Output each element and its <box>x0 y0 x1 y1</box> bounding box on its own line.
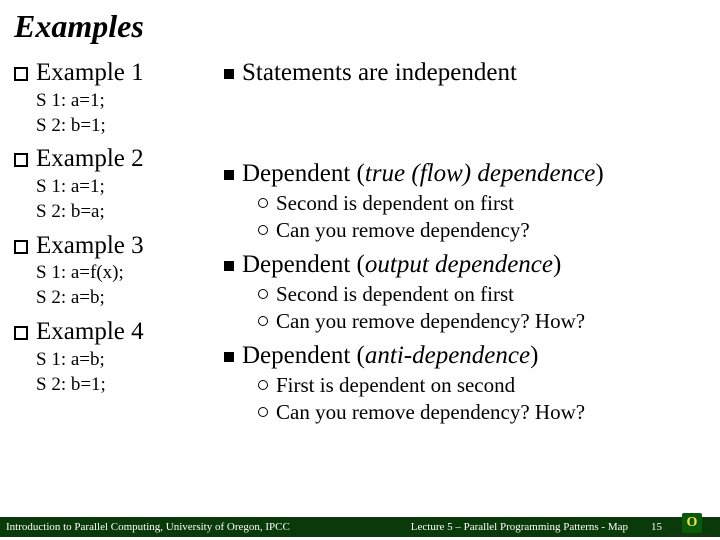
sub-text: First is dependent on second <box>276 373 515 398</box>
filled-square-bullet-icon <box>224 352 234 362</box>
sub-text: Second is dependent on first <box>276 282 514 307</box>
code-line: S 1: a=1; <box>36 176 224 199</box>
sub-item: Second is dependent on first <box>258 191 706 216</box>
desc-line: Dependent (output dependence) <box>242 251 561 280</box>
sub-text: Can you remove dependency? How? <box>276 400 585 425</box>
logo-text: UNIVERSITY OF OREGON <box>671 533 713 538</box>
code-line: S 1: a=b; <box>36 349 224 372</box>
sub-item: Can you remove dependency? How? <box>258 309 706 334</box>
desc-italic: output dependence <box>365 251 553 278</box>
desc-italic: anti-dependence <box>365 342 530 369</box>
circle-bullet-icon <box>258 407 268 417</box>
desc-suffix: ) <box>530 342 538 369</box>
list-item: Statements are independent <box>224 59 706 88</box>
page-number: 15 <box>638 521 662 533</box>
sub-item: Can you remove dependency? How? <box>258 400 706 425</box>
desc-text: Statements are independent <box>242 59 517 86</box>
square-bullet-icon <box>14 153 28 167</box>
code-line: S 2: b=1; <box>36 374 224 397</box>
example-heading: Example 1 <box>36 59 144 88</box>
filled-square-bullet-icon <box>224 69 234 79</box>
desc-italic: true (flow) dependence <box>365 160 595 187</box>
desc-prefix: Dependent ( <box>242 160 365 187</box>
code-line: S 2: b=1; <box>36 115 224 138</box>
slide-title: Examples <box>0 0 720 51</box>
example-block: Example 1 S 1: a=1; S 2: b=1; <box>14 59 224 137</box>
desc-prefix: Dependent ( <box>242 251 365 278</box>
code-line: S 2: b=a; <box>36 201 224 224</box>
sub-text: Can you remove dependency? <box>276 218 530 243</box>
desc-block: Dependent (true (flow) dependence) Secon… <box>224 160 706 243</box>
code-line: S 1: a=1; <box>36 90 224 113</box>
filled-square-bullet-icon <box>224 261 234 271</box>
code-line: S 2: a=b; <box>36 287 224 310</box>
example-block: Example 2 S 1: a=1; S 2: b=a; <box>14 145 224 223</box>
footer: Introduction to Parallel Computing, Univ… <box>0 514 720 540</box>
university-logo: O UNIVERSITY OF OREGON <box>668 512 716 538</box>
desc-line: Statements are independent <box>242 59 517 88</box>
list-item: Dependent (anti-dependence) <box>224 342 706 371</box>
desc-line: Dependent (true (flow) dependence) <box>242 160 604 189</box>
logo-letter: O <box>682 513 702 533</box>
desc-suffix: ) <box>553 251 561 278</box>
circle-bullet-icon <box>258 316 268 326</box>
square-bullet-icon <box>14 326 28 340</box>
example-block: Example 3 S 1: a=f(x); S 2: a=b; <box>14 232 224 310</box>
desc-line: Dependent (anti-dependence) <box>242 342 538 371</box>
sub-text: Can you remove dependency? How? <box>276 309 585 334</box>
list-item: Example 1 <box>14 59 224 88</box>
slide: Examples Example 1 S 1: a=1; S 2: b=1; E… <box>0 0 720 540</box>
circle-bullet-icon <box>258 289 268 299</box>
list-item: Dependent (output dependence) <box>224 251 706 280</box>
list-item: Example 3 <box>14 232 224 261</box>
left-column: Example 1 S 1: a=1; S 2: b=1; Example 2 … <box>14 51 224 540</box>
footer-center: Lecture 5 – Parallel Programming Pattern… <box>411 521 638 533</box>
desc-block: Dependent (anti-dependence) First is dep… <box>224 342 706 425</box>
sub-item: Second is dependent on first <box>258 282 706 307</box>
example-heading: Example 4 <box>36 318 144 347</box>
desc-block: Dependent (output dependence) Second is … <box>224 251 706 334</box>
list-item: Example 2 <box>14 145 224 174</box>
list-item: Example 4 <box>14 318 224 347</box>
example-block: Example 4 S 1: a=b; S 2: b=1; <box>14 318 224 396</box>
desc-suffix: ) <box>595 160 603 187</box>
circle-bullet-icon <box>258 198 268 208</box>
footer-band: Introduction to Parallel Computing, Univ… <box>0 517 720 537</box>
slide-body: Example 1 S 1: a=1; S 2: b=1; Example 2 … <box>0 51 720 540</box>
filled-square-bullet-icon <box>224 170 234 180</box>
circle-bullet-icon <box>258 380 268 390</box>
footer-left: Introduction to Parallel Computing, Univ… <box>6 521 411 533</box>
right-column: Statements are independent Dependent (tr… <box>224 51 706 540</box>
square-bullet-icon <box>14 240 28 254</box>
example-heading: Example 2 <box>36 145 144 174</box>
code-line: S 1: a=f(x); <box>36 262 224 285</box>
circle-bullet-icon <box>258 225 268 235</box>
square-bullet-icon <box>14 67 28 81</box>
example-heading: Example 3 <box>36 232 144 261</box>
sub-item: First is dependent on second <box>258 373 706 398</box>
desc-prefix: Dependent ( <box>242 342 365 369</box>
sub-item: Can you remove dependency? <box>258 218 706 243</box>
sub-text: Second is dependent on first <box>276 191 514 216</box>
list-item: Dependent (true (flow) dependence) <box>224 160 706 189</box>
desc-block: Statements are independent <box>224 59 706 152</box>
